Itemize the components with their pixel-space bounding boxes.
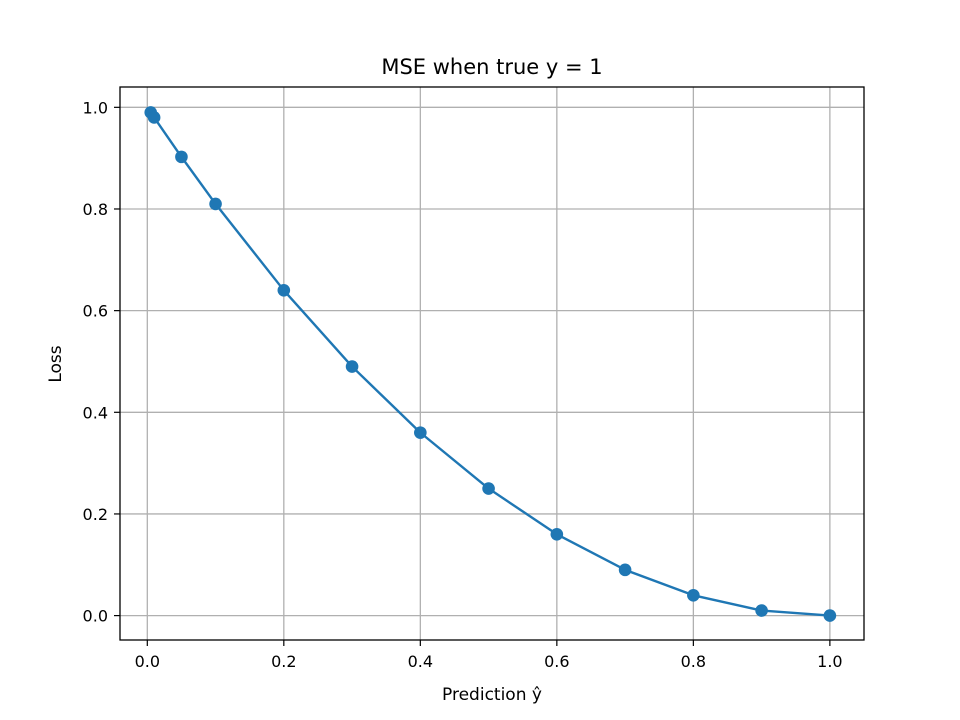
y-axis: 0.0 0.2 0.4 0.6 0.8 1.0	[83, 98, 120, 626]
data-point	[482, 482, 495, 495]
grid	[120, 87, 864, 640]
x-tick-label: 0.4	[408, 652, 433, 671]
y-tick-label: 0.8	[83, 200, 108, 219]
data-point	[823, 609, 837, 622]
x-tick-label: 0.6	[544, 652, 569, 671]
data-point	[277, 284, 291, 297]
data-point	[147, 111, 161, 124]
series-layer	[144, 106, 837, 622]
x-tick-label: 0.8	[681, 652, 706, 671]
y-axis-label: Loss	[46, 345, 66, 382]
data-point	[550, 527, 564, 541]
x-tick-label: 0.2	[271, 652, 296, 671]
y-tick-label: 0.4	[83, 403, 108, 422]
x-axis: 0.0 0.2 0.4 0.6 0.8 1.0	[135, 640, 843, 671]
x-tick-label: 1.0	[817, 652, 842, 671]
data-point	[687, 588, 700, 602]
data-point	[414, 426, 427, 439]
data-point	[755, 604, 768, 617]
x-tick-label: 0.0	[135, 652, 160, 671]
data-point	[175, 150, 188, 164]
data-point	[209, 197, 222, 211]
y-tick-label: 0.2	[83, 505, 108, 524]
y-tick-label: 1.0	[83, 98, 108, 117]
x-axis-label: Prediction ŷ	[442, 685, 542, 705]
data-point	[345, 360, 359, 373]
y-tick-label: 0.6	[83, 302, 108, 321]
data-point	[618, 563, 632, 577]
plot-frame	[119, 86, 865, 641]
chart-title: MSE when true y = 1	[381, 55, 602, 79]
y-tick-label: 0.0	[83, 607, 108, 626]
